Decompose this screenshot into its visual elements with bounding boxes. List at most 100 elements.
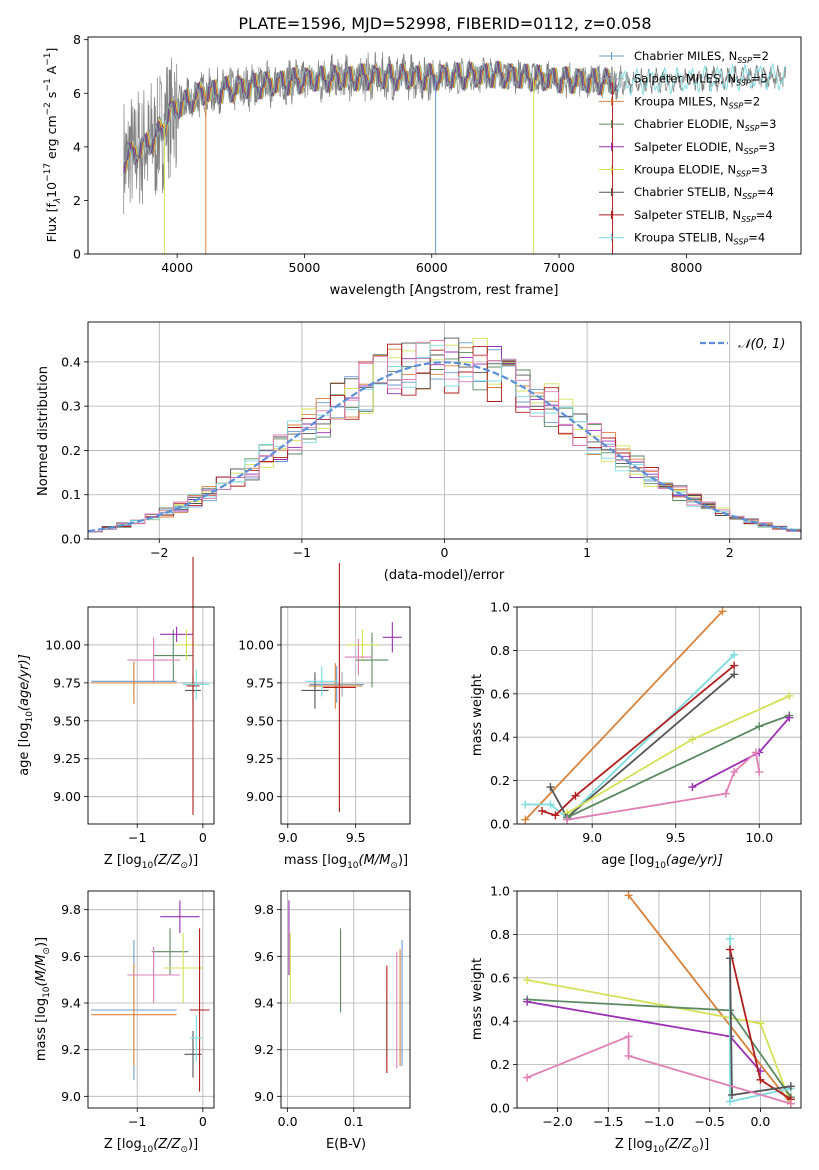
errorbar-point: [189, 928, 210, 1092]
x-tick-label: −1.0: [644, 1114, 674, 1129]
errorbar-point: [184, 1031, 202, 1078]
weight-series-line: [691, 717, 790, 788]
weight-series-marker: [730, 650, 739, 659]
x-tick-label: 1: [583, 545, 591, 560]
weight-series-line: [566, 750, 761, 821]
weight-series-line: [526, 1035, 792, 1105]
weight-series-marker: [521, 800, 530, 809]
weight-series-marker: [756, 1075, 765, 1084]
mass-vs-extinction-frame: [280, 890, 411, 1109]
weight-series-line: [524, 610, 724, 821]
age-vs-mass-frame: [280, 606, 411, 825]
legend-entry-label: Chabrier MILES, NSSP=2: [634, 49, 769, 65]
y-tick-label: 9.00: [53, 789, 81, 804]
errorbar-point: [160, 626, 193, 642]
y-tick-label: 10.00: [45, 637, 81, 652]
normal-legend-label: 𝒩(0, 1): [738, 337, 785, 352]
weight-series-marker: [726, 945, 734, 954]
y-tick-label: 9.2: [61, 1042, 81, 1057]
weight-series-marker: [785, 713, 794, 722]
weight-series-marker: [721, 789, 730, 798]
errorbar-point: [153, 629, 193, 682]
mass-vs-extinction-x-label: E(B-V): [326, 1137, 366, 1152]
age-vs-metallicity-x-label: Z [log10(Z/Z⊙)]: [104, 853, 198, 871]
weight-series-line: [627, 894, 792, 1105]
mass-y-label: mass [log10(M/M⊙)]: [34, 937, 52, 1061]
errorbar-point: [127, 637, 180, 683]
x-tick-label: −0.5: [695, 1114, 725, 1129]
mass-vs-metallicity-panel: −1 0 9.0 9.2 9.4 9.6 9.8 Z [log10(Z/Z⊙)] mass …: [34, 890, 215, 1155]
errorbar-point: [308, 663, 363, 709]
residuals-legend: 𝒩(0, 1): [700, 337, 785, 352]
weight-series-marker: [688, 735, 697, 744]
x-tick-label: 9.0: [582, 830, 602, 845]
y-tick-label: 0.4: [61, 354, 81, 369]
y-tick-label: 0.1: [61, 487, 81, 502]
y-tick-label: 0.4: [490, 730, 510, 745]
y-tick-label: 0.6: [490, 686, 510, 701]
weight-series-marker: [546, 783, 555, 792]
weight-series-marker: [726, 934, 734, 943]
weight-series-marker: [730, 767, 739, 776]
weight-vs-metallicity-y-label: mass weight: [470, 958, 485, 1040]
age-vs-mass-panel: 9.0 9.5 9.00 9.25 9.50 9.75 10.00 mass [log10(…: [238, 562, 411, 871]
mass-vs-extinction-panel: 0.0 0.1 9.0 9.2 9.4 9.6 9.8 E(B-V): [254, 890, 411, 1152]
x-tick-label: 0.1: [344, 1114, 364, 1129]
legend-entry-label: Chabrier ELODIE, NSSP=3: [634, 117, 776, 133]
errorbar-point: [346, 629, 379, 661]
residual-histograms: [87, 337, 802, 533]
legend-entry-label: Kroupa STELIB, NSSP=4: [634, 231, 765, 247]
x-tick-label: −1: [293, 545, 311, 560]
mass-vs-metallicity-x-label: Z [log10(Z/Z⊙)]: [104, 1137, 198, 1155]
weight-series-marker: [730, 661, 739, 670]
spectrum-axes-frame: [87, 36, 802, 255]
legend-entry-label: Chabrier STELIB, NSSP=4: [634, 185, 774, 201]
x-tick-label: −1: [128, 1114, 146, 1129]
y-tick-label: 1.0: [490, 884, 510, 899]
residuals-panel: −2 −1 0 1 2 0.0 0.1 0.2 0.3 0.4 (data-model)/erro…: [36, 321, 802, 583]
weight-vs-metallicity-panel: −2.0 −1.5 −1.0 −0.5 0.0 0.0 0.2 0.4 0.6 0.8 1.0 Z …: [470, 884, 802, 1155]
age-vs-mass-x-label: mass [log10(M/M⊙)]: [284, 853, 408, 871]
x-tick-label: 0.0: [750, 1114, 770, 1129]
legend-entry-label: Salpeter MILES, NSSP=5: [634, 72, 768, 88]
errorbar-point: [160, 900, 200, 933]
normal-distribution-curve: [87, 361, 802, 533]
y-tick-label: 1.0: [490, 600, 510, 615]
spectrum-legend: Chabrier MILES, NSSP=2 Salpeter MILES, NS…: [599, 49, 776, 247]
weight-series-marker: [751, 748, 760, 757]
residuals-y-label: Normed distribution: [36, 366, 51, 496]
residuals-x-label: (data-model)/error: [384, 568, 505, 583]
y-tick-label: 0.4: [490, 1014, 510, 1029]
errorbar-point: [151, 928, 189, 975]
figure-title: PLATE=1596, MJD=52998, FIBERID=0112, z=0…: [238, 14, 651, 33]
weight-series-marker: [728, 1090, 737, 1099]
x-tick-label: 4000: [161, 260, 193, 275]
mass-vs-metallicity-frame: [87, 890, 215, 1109]
y-tick-label: 9.8: [61, 902, 81, 917]
x-tick-label: −1: [128, 830, 146, 845]
y-tick-label: 9.6: [61, 949, 81, 964]
weight-series-line: [525, 654, 735, 819]
weight-series-marker: [726, 954, 734, 963]
weight-series-marker: [624, 891, 633, 900]
y-tick-label: 9.75: [53, 675, 81, 690]
weight-vs-age-y-label: mass weight: [470, 674, 485, 756]
weight-series-marker: [624, 1051, 633, 1060]
spectrum-panel: 4000 5000 6000 7000 8000 0 2 4 6 8 wavelength [An…: [43, 32, 802, 298]
y-tick-label: 9.8: [254, 902, 274, 917]
weight-series-marker: [755, 767, 764, 776]
weight-series-marker: [571, 791, 580, 800]
weight-vs-metallicity-x-label: Z [log10(Z/Z⊙)]: [615, 1137, 709, 1155]
legend-entry-label: Salpeter STELIB, NSSP=4: [634, 208, 773, 224]
spectrum-x-label: wavelength [Angstrom, rest frame]: [330, 283, 559, 298]
weight-series-marker: [523, 975, 532, 984]
y-tick-label: 0.8: [490, 643, 510, 658]
x-tick-label: 0: [441, 545, 449, 560]
x-tick-label: 9.5: [666, 830, 686, 845]
legend-entry-label: Kroupa ELODIE, NSSP=3: [634, 163, 768, 179]
x-tick-label: 5000: [289, 260, 321, 275]
weight-vs-age-x-label: age [log10(age/yr)]: [601, 853, 723, 871]
spectrum-series: [123, 51, 786, 254]
age-vs-metallicity-panel: −1 0 9.00 9.25 9.50 9.75 10.00 Z [log10(Z/Z⊙)]…: [17, 556, 215, 871]
